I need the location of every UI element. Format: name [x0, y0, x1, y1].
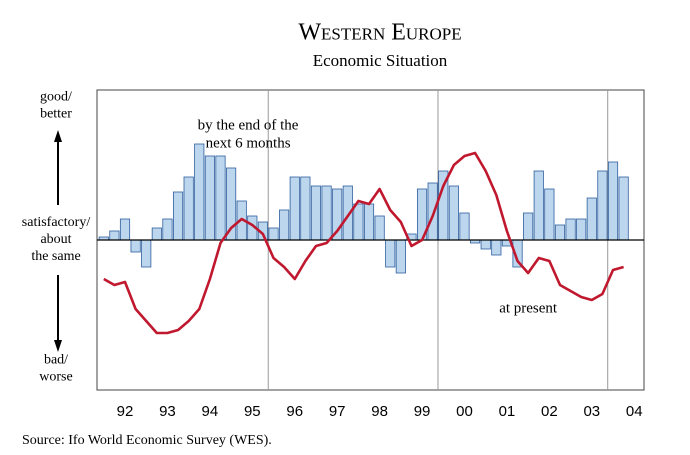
y-arrows	[54, 130, 62, 352]
y-side-label: bad/	[44, 353, 68, 368]
x-tick-label: 93	[159, 403, 176, 420]
bar	[374, 215, 385, 241]
bar	[533, 170, 544, 241]
x-tick-label: 92	[117, 403, 134, 420]
annotation: by the end of the	[198, 117, 299, 133]
bar	[544, 188, 555, 241]
bar	[194, 143, 205, 241]
x-tick-label: 96	[286, 403, 303, 420]
x-tick-label: 94	[202, 403, 219, 420]
bar	[141, 239, 152, 268]
bar	[268, 227, 279, 241]
y-side-label: the same	[31, 249, 80, 264]
x-tick-label: 01	[499, 403, 516, 420]
bar	[353, 203, 364, 241]
bar	[480, 239, 491, 250]
line	[103, 151, 624, 335]
bar	[448, 185, 459, 241]
y-side-label: better	[40, 107, 72, 122]
annotation: next 6 months	[206, 135, 291, 151]
bar	[395, 239, 406, 274]
x-tick-label: 99	[414, 403, 431, 420]
bar	[427, 182, 438, 241]
bar	[576, 218, 587, 241]
source: Source: Ifo World Economic Survey (WES).	[22, 433, 272, 448]
bar	[183, 176, 194, 241]
x-tick-label: 95	[244, 403, 261, 420]
bar	[204, 155, 215, 241]
bar	[491, 239, 502, 256]
bar	[523, 212, 534, 241]
y-side-label: good/	[40, 90, 72, 105]
y-side-label: worse	[39, 370, 72, 385]
bar	[321, 185, 332, 241]
bar	[565, 218, 576, 241]
bar	[363, 203, 375, 241]
bar	[597, 170, 608, 241]
bar	[151, 227, 162, 241]
y-side-label: about	[40, 232, 71, 247]
bar	[162, 218, 173, 241]
bar	[607, 161, 619, 241]
bar	[554, 224, 566, 241]
x-tick-label: 00	[456, 403, 473, 420]
x-tick-label: 97	[329, 403, 346, 420]
bar	[172, 191, 184, 241]
y-side-label: satisfactory/	[22, 215, 91, 230]
bar	[586, 197, 597, 241]
bar	[119, 218, 131, 241]
bar	[109, 230, 120, 241]
bar	[310, 185, 322, 241]
chart-title: Western Europe	[298, 20, 461, 46]
chart-subtitle: Economic Situation	[313, 51, 448, 70]
x-tick-label: 03	[583, 403, 600, 420]
bar	[289, 176, 300, 241]
x-tick-label: 02	[541, 403, 558, 420]
bar	[385, 239, 396, 268]
annotation: at present	[499, 300, 558, 316]
bar	[130, 239, 141, 253]
x-tick-label: 98	[371, 403, 388, 420]
bar	[300, 176, 311, 241]
bar	[279, 209, 290, 241]
x-tick-label: 04	[626, 403, 643, 420]
bar	[215, 155, 226, 241]
bar	[618, 176, 629, 241]
bar	[459, 212, 470, 241]
